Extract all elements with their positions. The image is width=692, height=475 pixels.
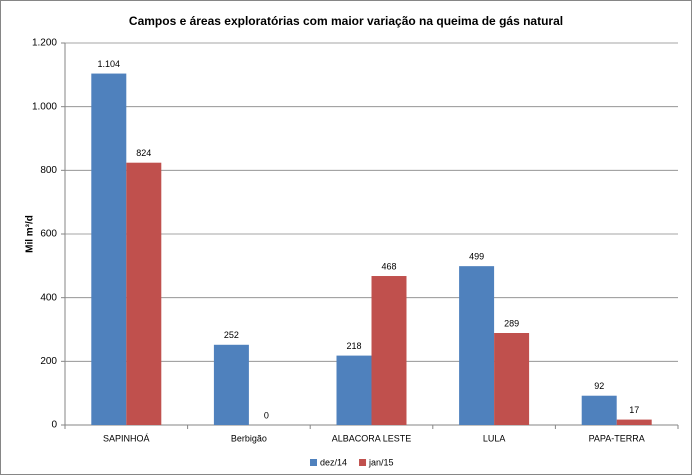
- y-tick-label: 1.000: [32, 101, 57, 112]
- y-tick-label: 400: [40, 292, 57, 303]
- value-label: 824: [136, 148, 151, 158]
- value-label: 252: [224, 330, 239, 340]
- value-label: 1.104: [98, 59, 121, 69]
- bar: [494, 333, 530, 425]
- legend-label: jan/15: [368, 457, 394, 467]
- y-tick-label: 0: [51, 420, 57, 431]
- value-label: 17: [629, 405, 639, 415]
- legend-label: dez/14: [320, 457, 347, 467]
- x-tick-label: Berbigão: [231, 433, 267, 443]
- legend-swatch: [359, 459, 367, 466]
- bar: [91, 73, 127, 425]
- y-tick-label: 800: [40, 165, 57, 176]
- y-axis-label: Mil m³/d: [25, 215, 36, 253]
- y-tick-label: 600: [40, 229, 57, 240]
- value-label: 218: [346, 341, 361, 351]
- bar: [459, 266, 495, 425]
- bar: [213, 344, 249, 425]
- x-tick-label: LULA: [483, 433, 506, 443]
- legend-swatch: [310, 459, 317, 466]
- y-tick-label: 1.200: [32, 38, 57, 49]
- bar: [581, 395, 617, 425]
- value-label: 289: [504, 318, 519, 328]
- value-label: 92: [594, 381, 604, 391]
- y-tick-label: 200: [40, 356, 57, 367]
- x-tick-label: PAPA-TERRA: [589, 433, 645, 443]
- value-label: 499: [469, 252, 484, 262]
- x-tick-label: SAPINHOÁ: [103, 433, 150, 443]
- bar: [371, 276, 407, 425]
- x-tick-label: ALBACORA LESTE: [332, 433, 412, 443]
- value-label: 468: [381, 261, 396, 271]
- value-label: 0: [264, 410, 269, 420]
- bar: [126, 162, 162, 425]
- chart-title: Campos e áreas exploratórias com maior v…: [129, 14, 563, 28]
- bar: [336, 355, 372, 425]
- bar: [616, 419, 652, 425]
